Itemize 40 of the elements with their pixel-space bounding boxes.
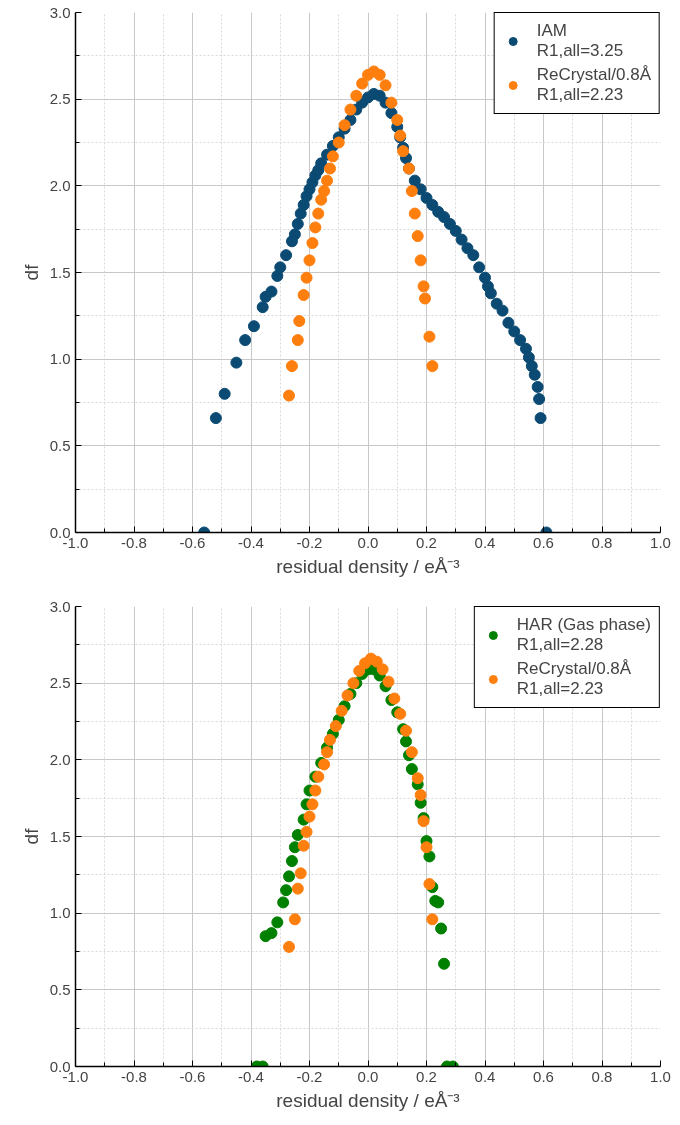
legend-label: HAR (Gas phase) R1,all=2.28 [516,615,651,655]
y-tick-label: 0.5 [49,980,71,998]
x-tick-label: -0.8 [121,1067,147,1085]
x-tick-label: -0.6 [179,1067,206,1085]
x-tick-label: 1.0 [650,1067,671,1085]
y-axis-title: df [20,827,42,845]
x-tick-label: -0.4 [238,1067,264,1085]
x-tick-label: 0.8 [591,533,613,551]
x-tick-label: 0.2 [416,533,437,551]
y-tick-label: 2.5 [49,90,71,108]
x-tick-label: -0.4 [238,533,264,551]
x-tick-label: 0.0 [357,533,379,551]
x-tick-label: 0.4 [474,1067,496,1085]
x-tick-label: -0.2 [296,1067,323,1085]
x-tick-label: 0.2 [416,1067,437,1085]
y-tick-label: 1.5 [49,827,71,845]
y-tick-label: 2.5 [49,674,71,692]
legend-label: ReCrystal/0.8Å R1,all=2.23 [516,659,632,699]
y-tick-label: 2.0 [49,176,71,194]
x-tick-label: 0.6 [533,1067,554,1085]
x-tick-label: -0.2 [296,533,323,551]
y-tick-label: 1.0 [49,350,71,368]
x-tick-label: -0.6 [179,533,206,551]
x-axis-title: residual density / eÅ⁻³ [276,1089,460,1111]
x-tick-label: 0.6 [533,533,554,551]
x-tick-label: 1.0 [650,533,671,551]
legend-label: IAM R1,all=3.25 [536,21,624,61]
x-axis-title: residual density / eÅ⁻³ [276,555,460,577]
y-tick-label: 1.0 [49,904,71,922]
y-tick-label: 0.5 [49,436,71,454]
x-tick-label: -0.8 [121,533,147,551]
x-tick-label: 0.8 [591,1067,613,1085]
y-tick-label: 3.0 [49,3,71,21]
x-tick-label: 0.0 [357,1067,379,1085]
y-tick-label: 2.0 [49,750,71,768]
legend-label: ReCrystal/0.8Å R1,all=2.23 [536,65,651,105]
x-tick-label: 0.4 [474,533,496,551]
y-tick-label: 3.0 [49,597,71,615]
y-axis-title: df [20,263,42,281]
y-tick-label: 1.5 [49,263,71,281]
